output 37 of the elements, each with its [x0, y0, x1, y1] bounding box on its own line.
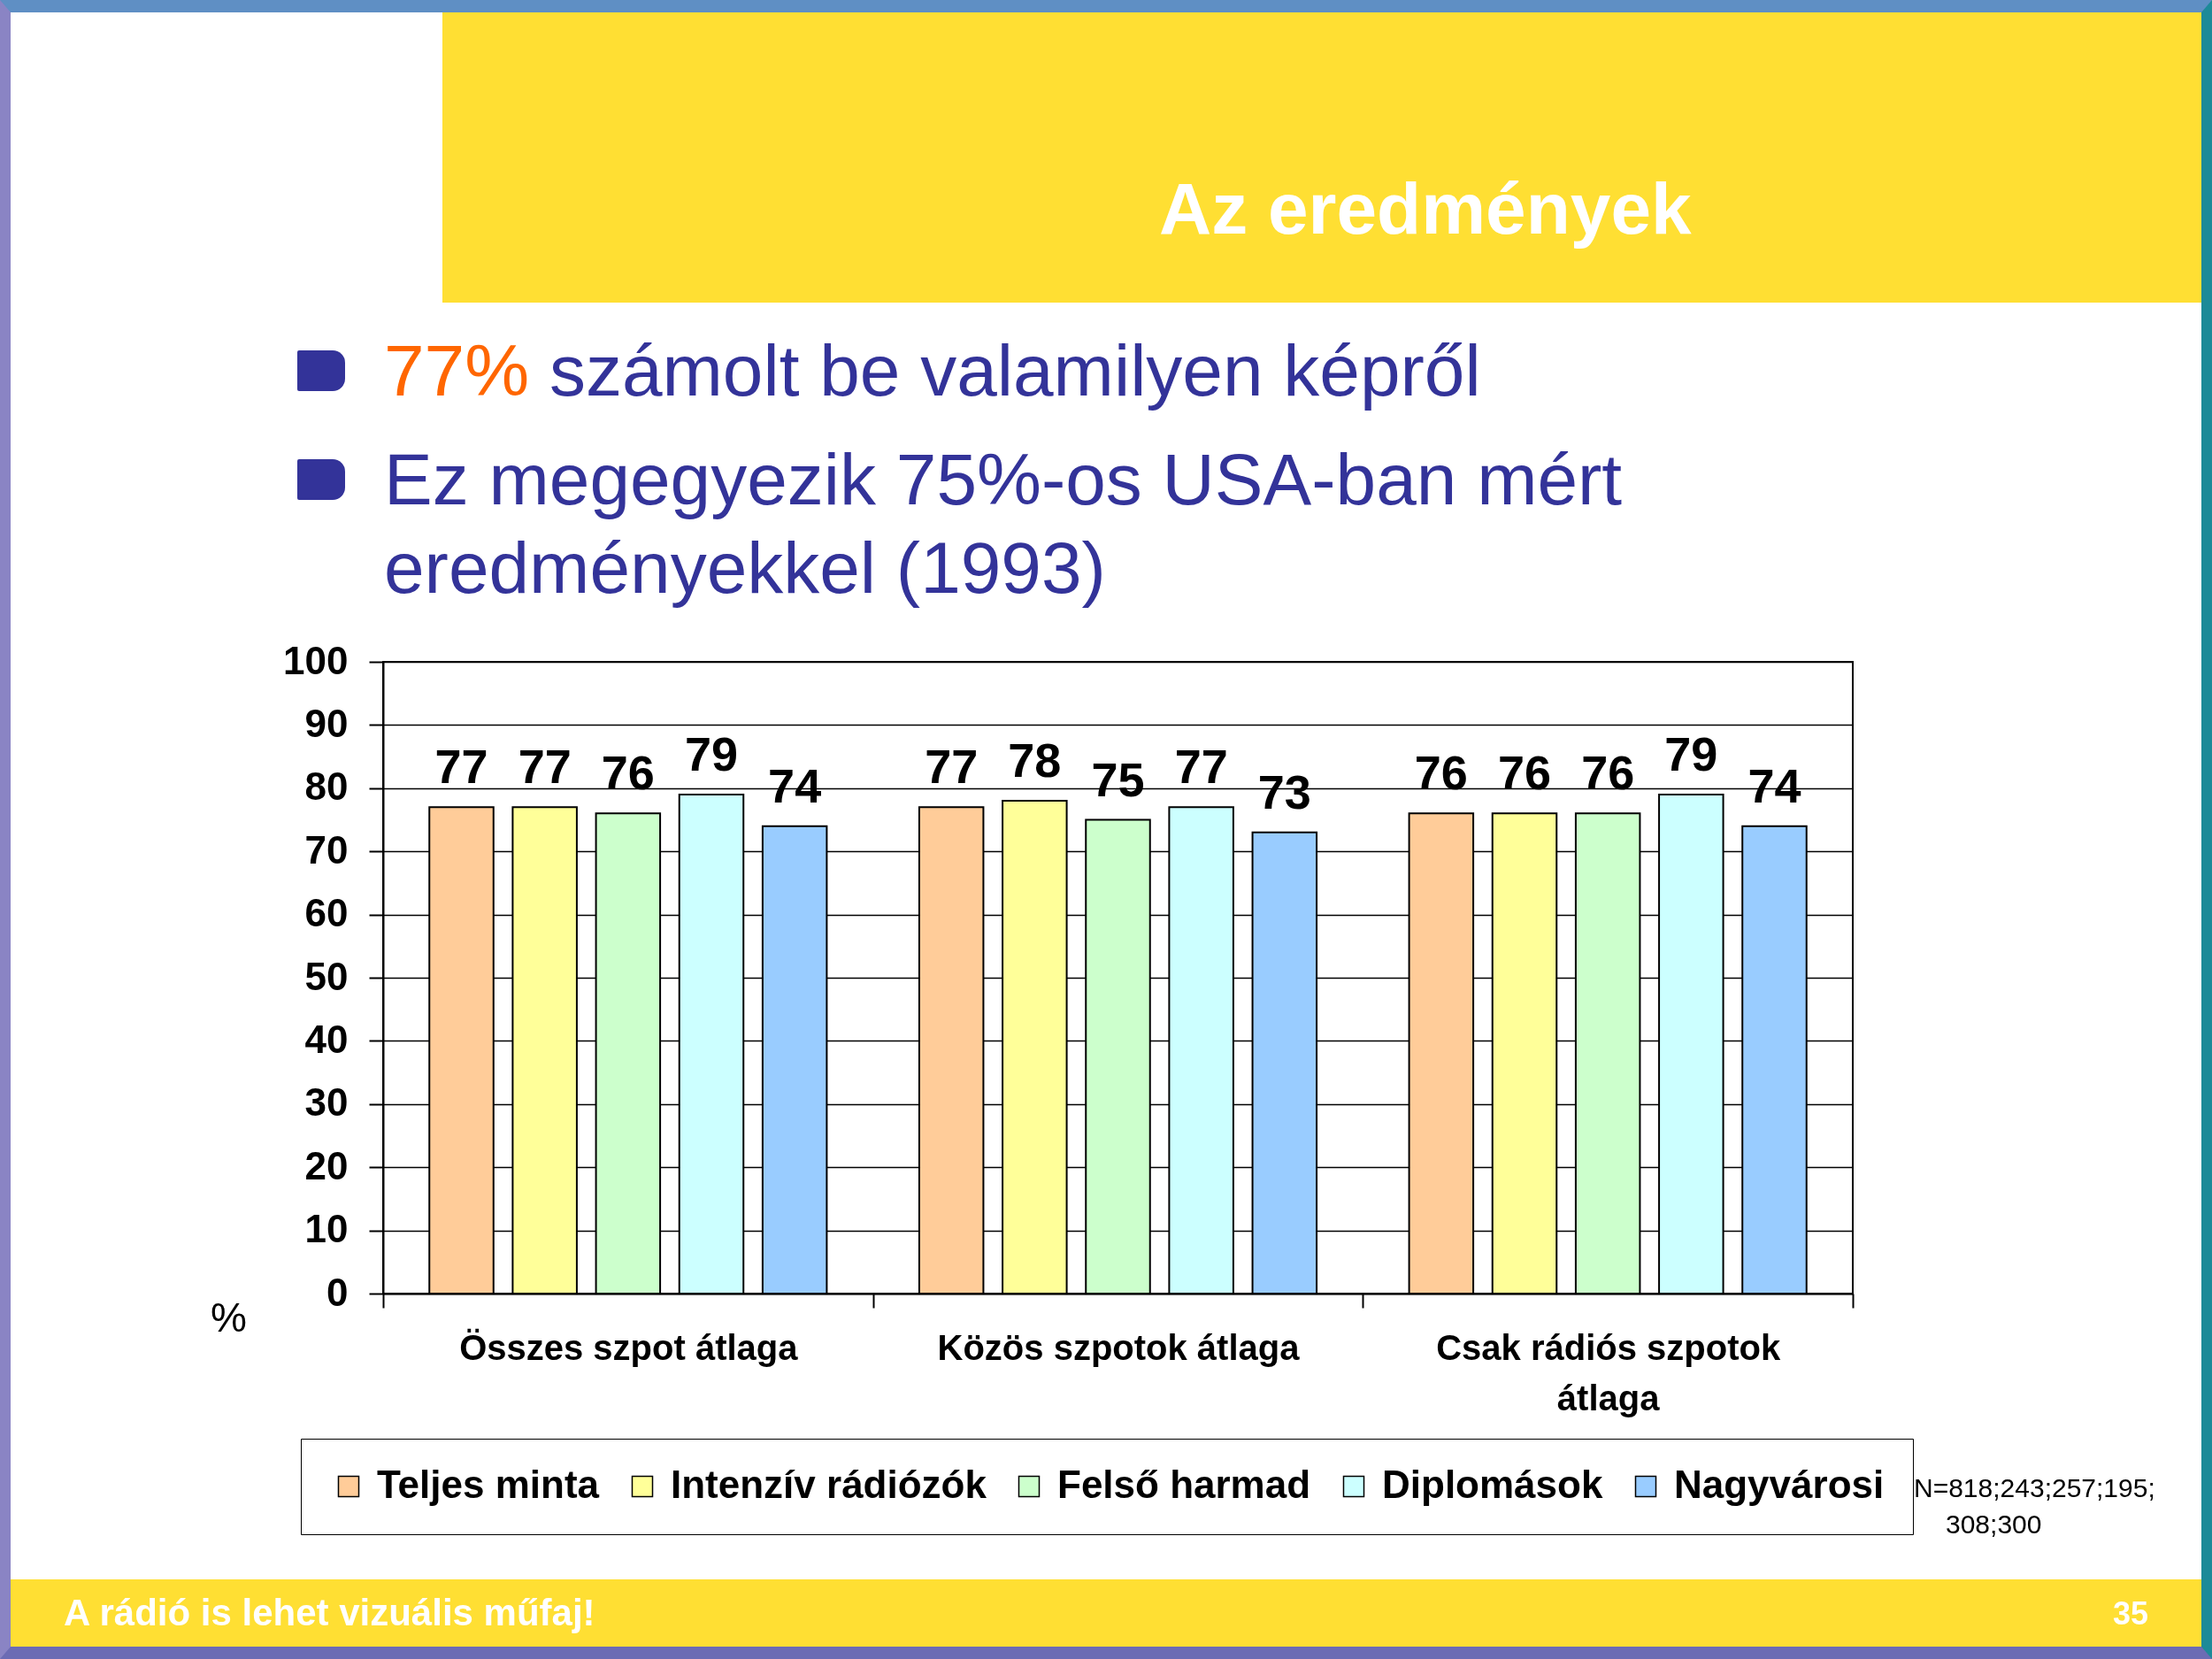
text: A rádió is lehet vizuális műfaj!	[64, 1591, 595, 1635]
data-label: 76	[1497, 746, 1552, 800]
y-tick-label: 70	[304, 827, 349, 872]
data-label: 77	[518, 740, 572, 794]
y-tick-label: 90	[304, 701, 349, 745]
x-tick-label: Csak rádiós szpotok átlaga	[1436, 1327, 1781, 1417]
y-tick-label: 100	[283, 638, 349, 682]
y-tick-label: 60	[304, 891, 349, 935]
y-tick-label: 40	[304, 1017, 349, 1061]
text: N=818;243;257;195; 308;300	[1914, 1472, 2156, 1540]
data-label: 78	[1008, 733, 1062, 787]
data-label: 76	[1581, 746, 1635, 800]
legend-label: Teljes minta	[377, 1463, 600, 1506]
data-label: 79	[684, 726, 739, 780]
y-tick-label: 0	[326, 1270, 349, 1314]
y-tick-label: 50	[304, 954, 349, 998]
y-axis-title: %	[211, 1294, 247, 1340]
x-tick-label: Összes szpot átlaga	[459, 1327, 799, 1367]
legend-label: Felső harmad	[1057, 1463, 1311, 1506]
legend-label: Diplomások	[1382, 1463, 1603, 1506]
data-label: 77	[1174, 740, 1228, 794]
legend-label: Nagyvárosi	[1674, 1463, 1885, 1506]
text: Ez megegyezik 75%-os USA-ban mért eredményekkel (1993)	[384, 438, 1624, 610]
data-label: 79	[1664, 726, 1718, 780]
x-tick-label: Közös szpotok átlaga	[937, 1327, 1301, 1367]
text: 35	[2113, 1594, 2149, 1633]
chart-title: Az eredmények	[1159, 167, 1692, 250]
data-label: 76	[1414, 746, 1468, 800]
text: 77% számolt be valamilyen képről	[384, 329, 1482, 412]
y-tick-label: 10	[304, 1207, 349, 1251]
data-label: 77	[925, 740, 979, 794]
y-tick-label: 20	[304, 1143, 349, 1187]
y-tick-label: 80	[304, 764, 349, 809]
data-label: 76	[601, 746, 655, 800]
legend-label: Intenzív rádiózók	[671, 1463, 987, 1506]
data-label: 77	[434, 740, 488, 794]
y-tick-label: 30	[304, 1080, 349, 1125]
